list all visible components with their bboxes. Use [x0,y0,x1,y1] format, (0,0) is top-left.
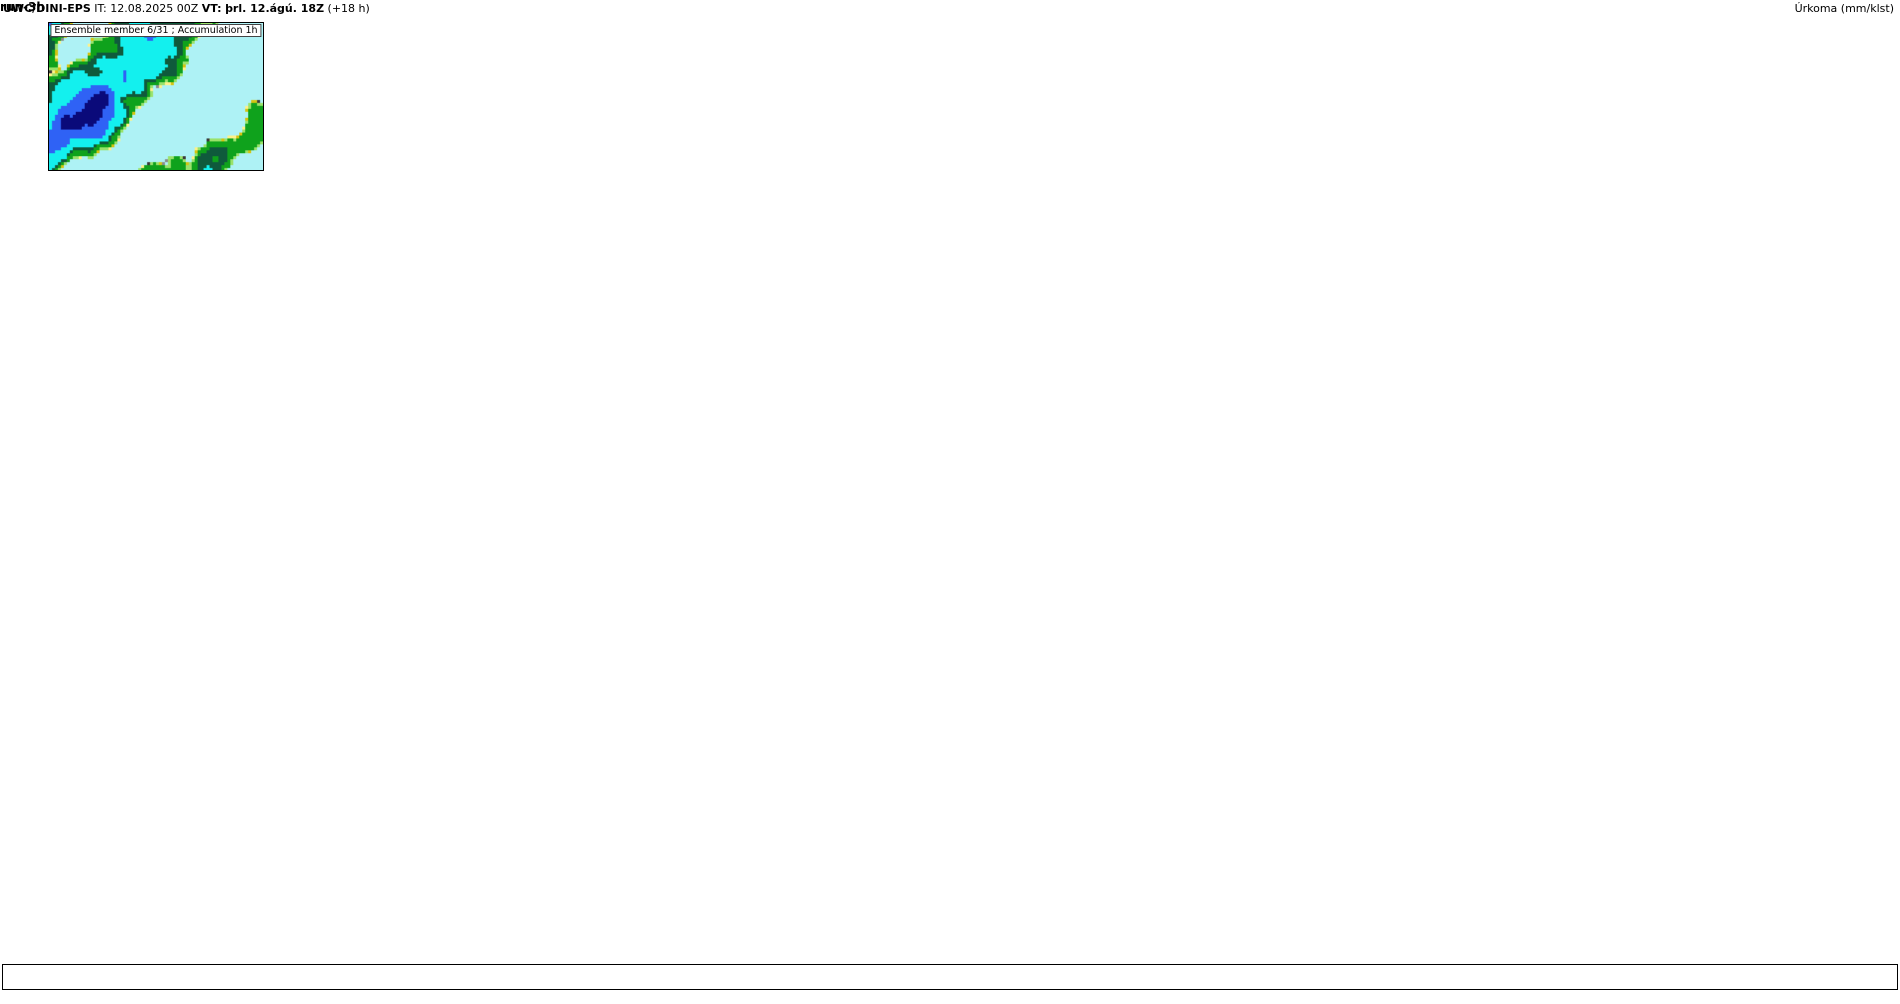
page-header: UWC/DINI-EPS IT: 12.08.2025 00Z VT: þrl.… [0,0,1900,18]
ensemble-panel-grid: Ensemble member 6/31 ; Accumulation 1h [0,18,1900,943]
init-time-label: IT: [94,2,107,15]
valid-time-label: VT: [201,2,222,15]
lead-time: (+18 h) [327,2,370,15]
precipitation-colorbar [2,964,1898,990]
run-note: run-3h [0,0,45,14]
parameter-label: Úrkoma (mm/klst) [1794,2,1894,15]
precipitation-map [49,23,263,170]
header-left-text: UWC/DINI-EPS IT: 12.08.2025 00Z VT: þrl.… [3,2,370,15]
map-canvas-container [49,23,263,170]
model-name: UWC/DINI-EPS [3,2,91,15]
valid-time-value: þrl. 12.ágú. 18Z [225,2,325,15]
colorbar-tick-labels [2,990,1898,1004]
ensemble-member-panel[interactable]: Ensemble member 6/31 ; Accumulation 1h [48,22,264,171]
init-time-value: 12.08.2025 00Z [110,2,199,15]
panel-title: Ensemble member 6/31 ; Accumulation 1h [50,24,262,37]
colorbar-area [0,946,1900,1000]
